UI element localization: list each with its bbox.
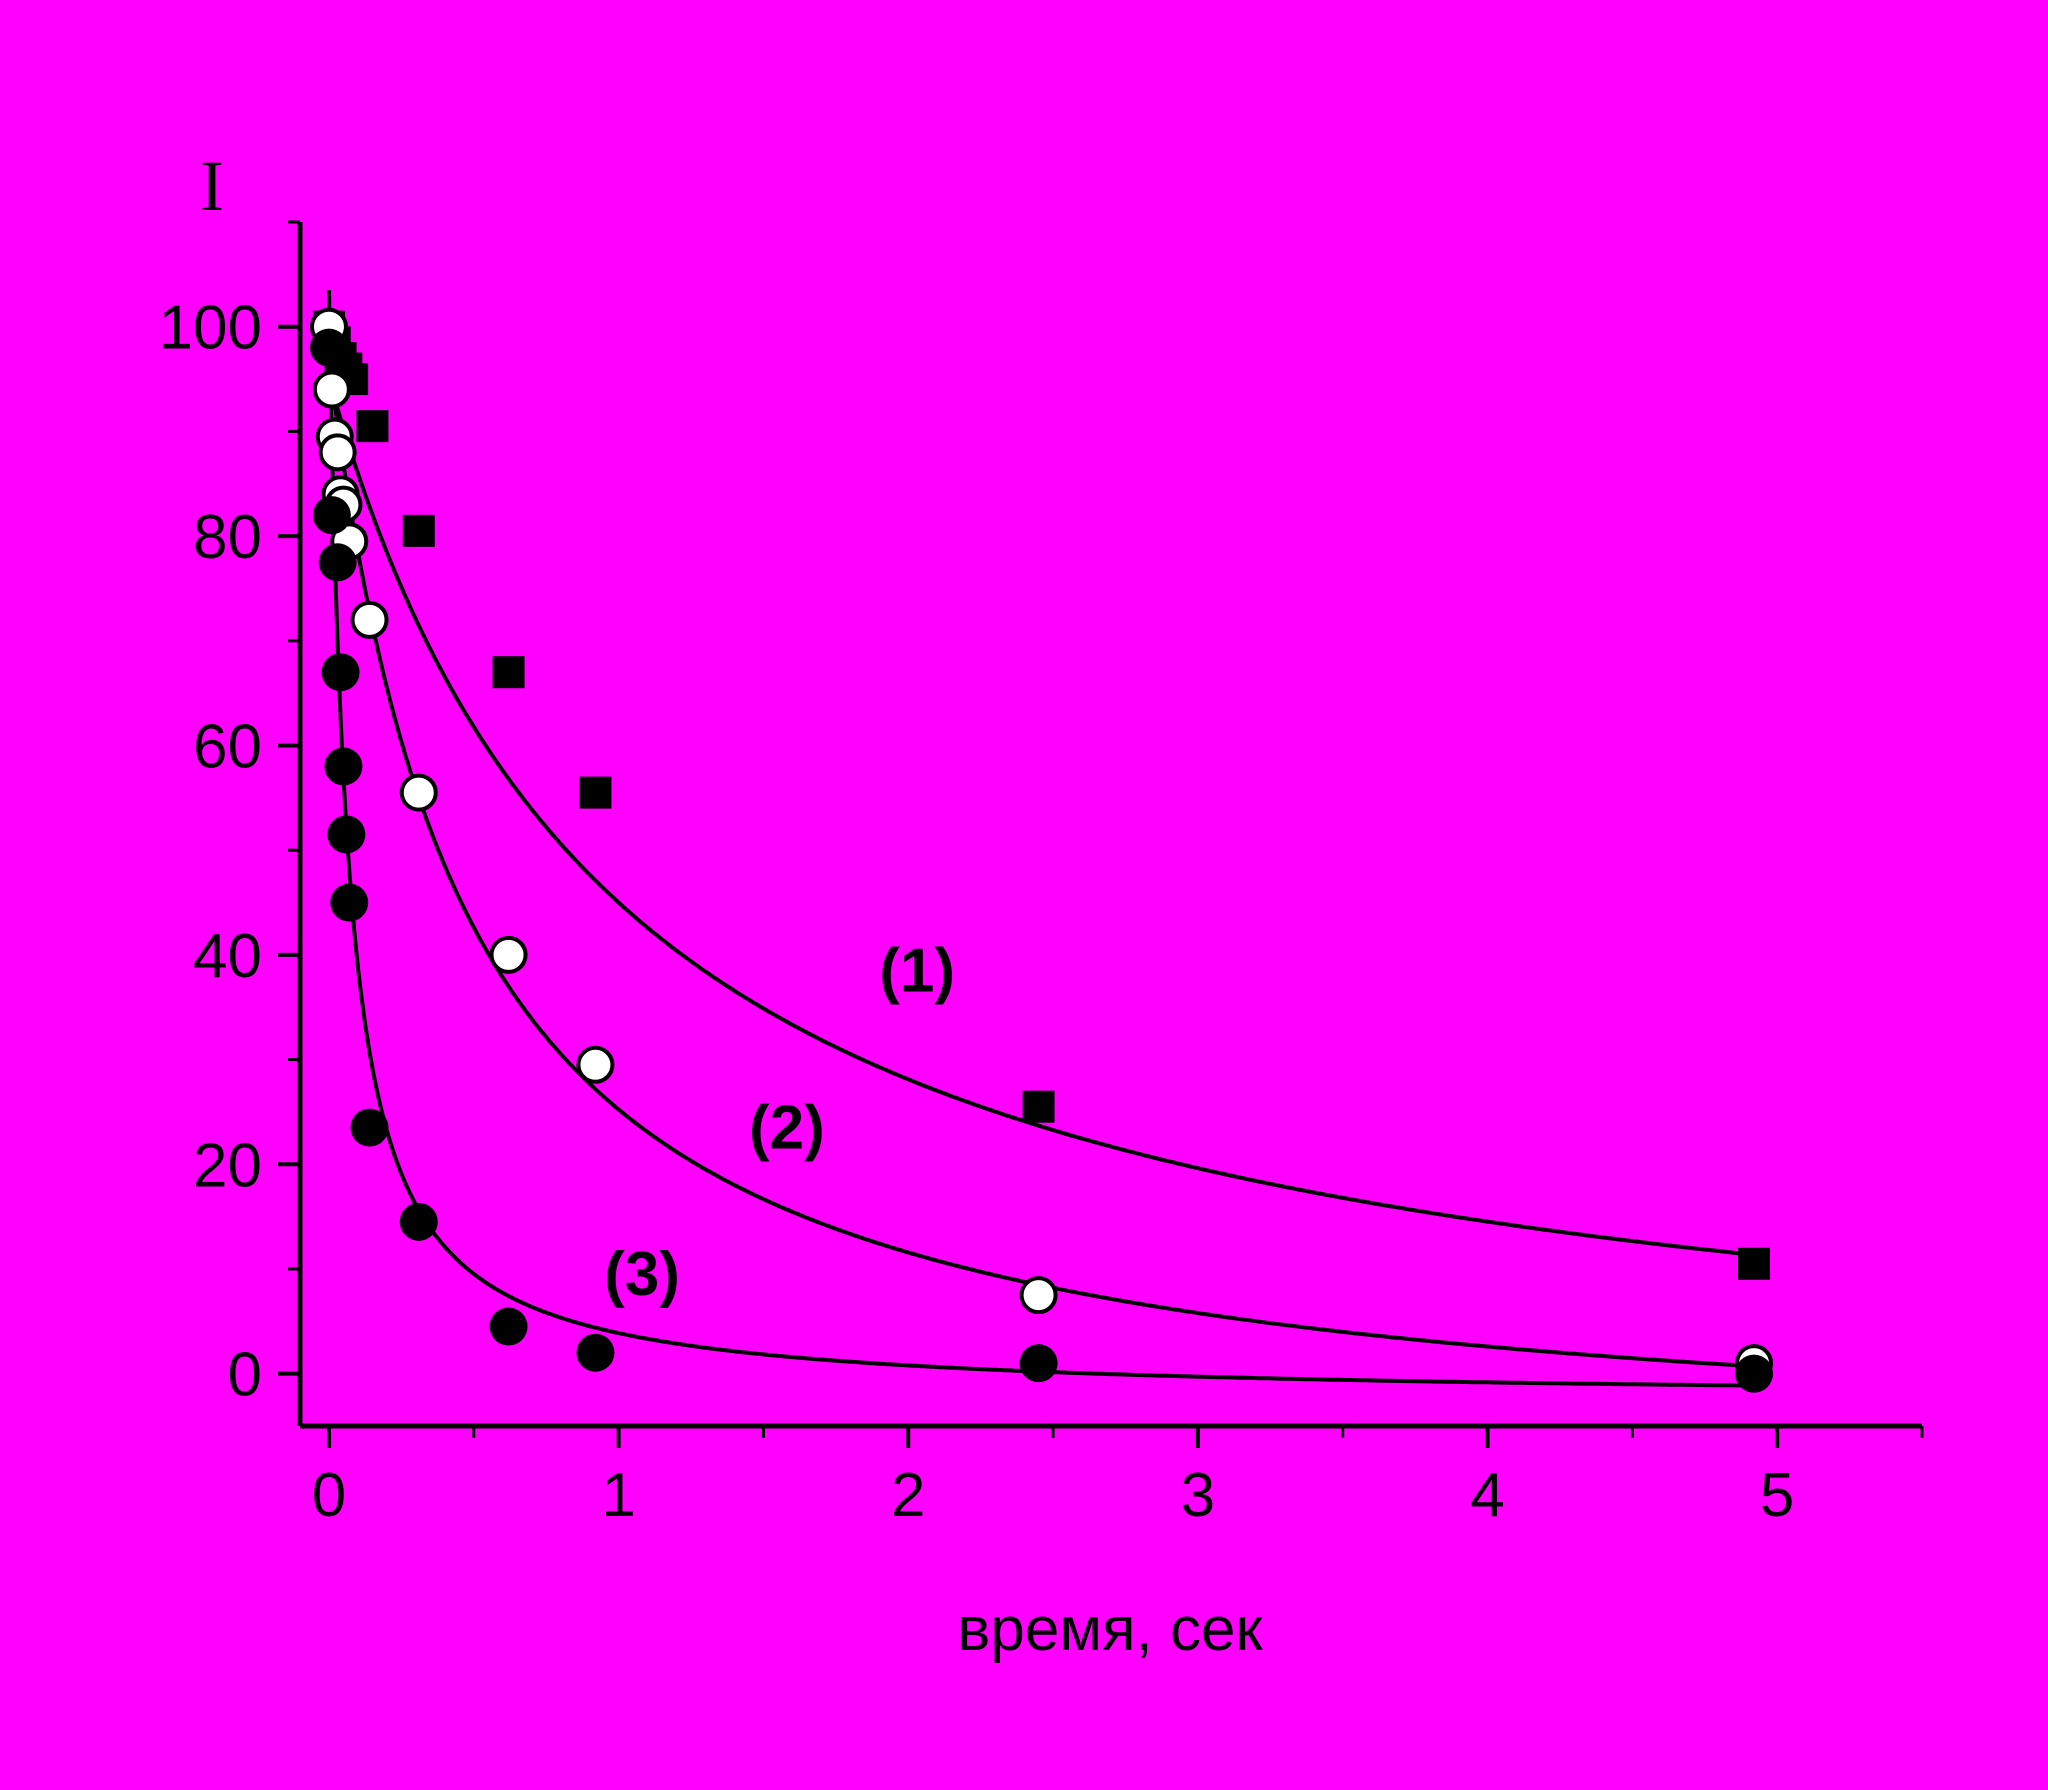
x-tick-label: 2 [891,1461,925,1530]
y-tick-label: 80 [193,503,262,572]
data-points [309,307,1774,1393]
marker-series-2 [318,433,357,472]
y-tick-label: 60 [193,712,262,781]
y-tick-label: 20 [193,1131,262,1200]
marker-series-1 [356,410,389,443]
marker-series-2 [489,935,528,974]
marker-series-3 [330,883,369,922]
marker-series-1 [402,514,435,547]
marker-series-3 [309,328,348,367]
labels: I время, сек [200,146,1263,1664]
marker-series-2 [350,600,389,639]
x-tick-label: 3 [1181,1461,1215,1530]
x-tick-label: 0 [312,1461,346,1530]
marker-series-3 [576,1333,615,1372]
marker-series-1 [1022,1090,1055,1123]
fit-curve-1 [327,377,1755,1257]
y-axis-label: I [200,146,224,226]
marker-series-3 [327,815,366,854]
marker-series-2 [399,773,438,812]
marker-series-3 [318,543,357,582]
marker-series-3 [321,653,360,692]
marker-series-1 [1738,1247,1771,1280]
series-label-2: (2) [749,1094,825,1163]
x-tick-label: 1 [601,1461,635,1530]
y-tick-label: 40 [193,922,262,991]
marker-series-1 [579,776,612,809]
series-label-3: (3) [604,1240,680,1309]
x-tick-label: 5 [1760,1461,1794,1530]
series-label-1: (1) [879,937,955,1006]
fit-curve-3 [327,290,1755,1388]
marker-series-3 [489,1307,528,1346]
marker-series-3 [312,496,351,535]
marker-series-2 [1019,1276,1058,1315]
marker-series-1 [492,656,525,689]
marker-series-2 [312,370,351,409]
y-tick-label: 100 [159,294,262,363]
marker-series-2 [576,1045,615,1084]
x-axis-label: время, сек [957,1595,1263,1664]
fit-curves: (1) (2) (3) [327,290,1755,1388]
y-tick-label: 0 [228,1341,262,1410]
marker-series-3 [1735,1354,1774,1393]
marker-series-3 [399,1202,438,1241]
fit-curve-2 [327,357,1755,1369]
marker-series-3 [350,1108,389,1147]
x-tick-label: 4 [1470,1461,1504,1530]
axes: 0 1 2 3 4 5 0 20 40 60 80 100 [159,220,1924,1530]
marker-series-3 [324,747,363,786]
marker-series-3 [1019,1344,1058,1383]
